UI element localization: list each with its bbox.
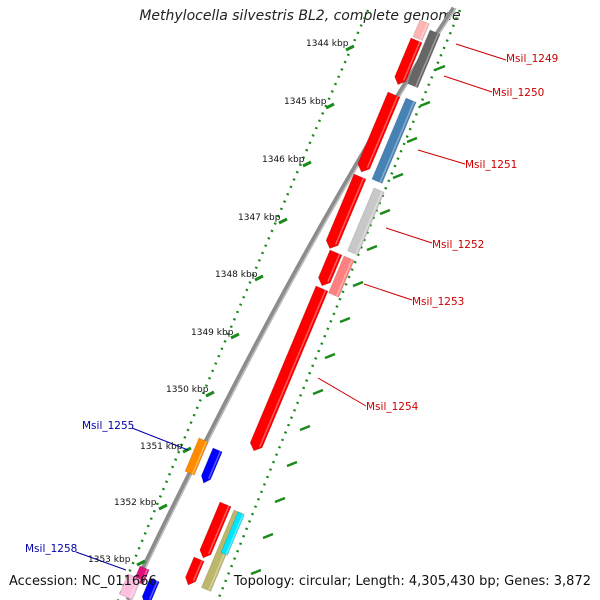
gene-label-leader (417, 149, 466, 165)
gene-label[interactable]: Msil_1258 (25, 543, 77, 555)
gene-small-cds-highlight (192, 560, 203, 582)
gene-msil-1252-feature-highlight (355, 191, 383, 255)
gene-msil-1250-feature-highlight (414, 33, 439, 88)
kbp-major-tick (302, 160, 312, 168)
gene-label[interactable]: Msil_1250 (492, 87, 544, 99)
kbp-major-tick (254, 274, 264, 282)
kbp-label: 1349 kbp (191, 328, 234, 338)
gene-msil-1249-rna (412, 19, 430, 42)
gene-msil-1252-feature (347, 187, 385, 256)
kbp-label: 1350 kbp (166, 385, 209, 395)
gene-label[interactable]: Msil_1252 (432, 239, 484, 251)
kbp-label: 1345 kbp (284, 97, 327, 107)
gene-label-leader (385, 227, 433, 244)
gene-cyan-feature (220, 511, 245, 556)
inner-scale-tick (262, 532, 274, 540)
gene-msil-1249-cds-highlight (402, 41, 421, 81)
gene-msil-1253-feature (327, 255, 355, 298)
genome-backbone (125, 6, 457, 600)
gene-msil-1251-cds (357, 91, 401, 173)
inner-scale-tick (324, 352, 336, 360)
kbp-major-tick (345, 44, 355, 52)
gene-msil-1254-cds-highlight (259, 289, 327, 448)
inner-scale-tick (339, 316, 351, 324)
inner-scale-tick (392, 172, 404, 180)
kbp-major-tick (158, 503, 168, 511)
map-title: Methylocella silvestris BL2, complete ge… (139, 8, 461, 24)
gene-msil-1254-cds (249, 285, 329, 452)
inner-scale-tick (434, 64, 446, 72)
gene-label[interactable]: Msil_1249 (506, 53, 558, 65)
gene-msil-1249-cds (394, 37, 423, 86)
inner-scale-tick (419, 100, 431, 108)
inner-scale-tick (366, 244, 378, 252)
gene-msil-1253-cds (317, 249, 343, 287)
kbp-major-tick (325, 102, 335, 110)
gene-msil-1251-feature (371, 97, 417, 184)
kbp-label: 1352 kbp (114, 498, 157, 508)
kbp-label: 1351 kbp (140, 442, 183, 452)
gene-label-leader (363, 283, 413, 301)
inner-scale-tick (352, 280, 364, 288)
inner-scale-tick (299, 424, 311, 432)
label-leaders (75, 43, 507, 571)
gene-msil-1257-cds-highlight (208, 505, 230, 554)
gene-msil-1250-feature (407, 29, 441, 89)
genome-summary-text: Topology: circular; Length: 4,305,430 bp… (233, 574, 591, 589)
kbp-label: 1348 kbp (215, 270, 258, 280)
gene-label[interactable]: Msil_1255 (82, 420, 134, 432)
gene-msil-1257-cds (199, 501, 232, 559)
gene-msil-1251-feature-highlight (379, 101, 415, 183)
gene-msil-1252-cds-highlight (334, 177, 365, 245)
inner-scale-tick (250, 568, 262, 576)
gene-label[interactable]: Msil_1253 (412, 296, 464, 308)
gene-features (118, 19, 441, 600)
gene-cyan-feature-highlight (225, 513, 244, 556)
gene-msil-1253-feature-highlight (335, 259, 353, 297)
gene-msil-1258-rna-highlight (129, 578, 139, 599)
inner-scale-tick (286, 460, 298, 468)
inner-scale-tick (406, 136, 418, 144)
kbp-label: 1353 kbp (88, 555, 131, 565)
gene-small-cds (185, 556, 205, 586)
kbp-major-tick (205, 390, 215, 398)
accession-text: Accession: NC_011666 (9, 574, 157, 589)
gene-label-leader (443, 75, 493, 93)
kbp-label: 1347 kbp (238, 213, 281, 223)
gene-lower-blue-cds (141, 577, 160, 600)
gene-msil-1255-feature-highlight (191, 440, 208, 475)
gene-msil-1255-feature (184, 437, 209, 476)
gene-msil-1251-cds-highlight (366, 95, 399, 169)
gene-label-leader (455, 43, 507, 61)
kbp-major-tick (136, 559, 146, 567)
gene-msil-1258-feature-highlight (140, 568, 149, 585)
gene-label-leader (75, 551, 127, 571)
gene-label-leader (317, 377, 367, 407)
gene-msil-1256-cds-highlight (208, 450, 222, 480)
gene-label[interactable]: Msil_1251 (465, 159, 517, 171)
outer-scale-dotted (116, 9, 370, 600)
kbp-label: 1344 kbp (306, 39, 349, 49)
kbp-label: 1346 kbp (262, 155, 305, 165)
gene-msil-1252-cds (325, 173, 367, 249)
inner-scale-tick (379, 208, 391, 216)
gene-msil-1256-cds (200, 447, 223, 484)
gene-lower-blue-cds-highlight (148, 580, 159, 600)
gene-labels: Msil_1249 Msil_1250 Msil_1251 Msil_1252 Msil… (25, 53, 558, 555)
kbp-major-tick (230, 332, 240, 340)
inner-scale-tick (274, 496, 286, 504)
inner-scale-tick (312, 388, 324, 396)
gene-label[interactable]: Msil_1254 (366, 401, 419, 413)
gene-label-leader (131, 427, 189, 451)
gene-msil-1253-cds-highlight (327, 253, 341, 283)
gene-msil-1249-rna-highlight (419, 22, 429, 41)
kbp-labels: 1344 kbp 1345 kbp 1346 kbp 1347 kbp 1348 kbp… (88, 39, 349, 565)
kbp-major-tick (278, 217, 288, 225)
